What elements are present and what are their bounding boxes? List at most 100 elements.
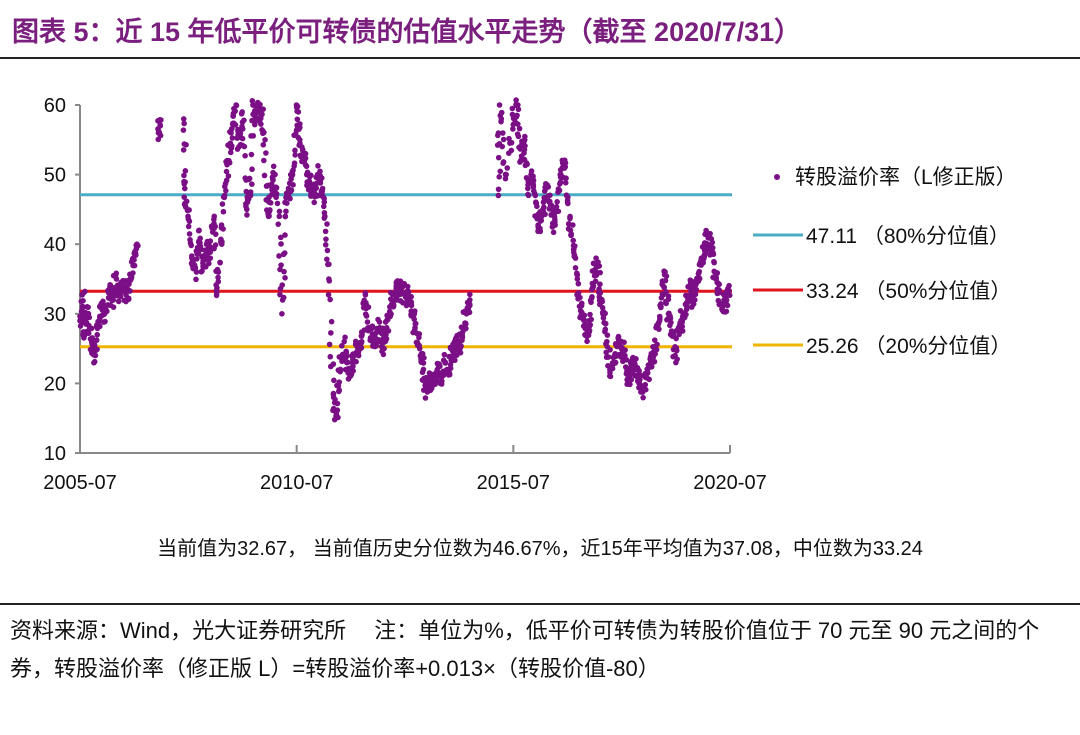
data-point — [500, 159, 507, 165]
data-point — [375, 337, 382, 343]
data-point — [272, 184, 279, 191]
data-point — [515, 102, 521, 108]
data-point — [404, 283, 411, 290]
data-point — [439, 378, 445, 384]
data-point — [421, 355, 427, 361]
data-point — [547, 198, 553, 205]
data-point — [292, 152, 298, 158]
data-point — [306, 178, 313, 185]
data-point — [180, 127, 187, 133]
data-point — [293, 104, 300, 111]
data-point — [375, 316, 381, 323]
data-point — [640, 394, 646, 401]
data-point — [358, 338, 365, 345]
data-point — [644, 370, 651, 376]
data-point — [381, 345, 387, 352]
data-point — [180, 116, 187, 122]
data-point — [408, 302, 415, 309]
data-point — [215, 274, 221, 281]
data-point — [692, 291, 699, 298]
data-point — [622, 352, 628, 359]
data-point — [182, 179, 188, 185]
data-point — [575, 280, 582, 287]
data-point — [662, 277, 669, 284]
data-point — [651, 358, 658, 365]
data-point — [555, 208, 562, 215]
data-point — [452, 357, 458, 364]
data-point — [125, 296, 132, 303]
data-point — [78, 298, 85, 305]
data-point — [592, 278, 599, 285]
data-point — [537, 228, 544, 235]
data-point — [211, 213, 218, 220]
data-point — [457, 349, 464, 356]
data-point — [278, 241, 284, 247]
data-point — [605, 354, 612, 360]
data-point — [244, 212, 250, 218]
data-point — [447, 361, 454, 368]
data-point — [215, 269, 222, 275]
data-point — [657, 316, 663, 322]
data-point — [260, 130, 266, 137]
data-point — [271, 171, 278, 178]
data-point — [411, 316, 417, 323]
data-point — [524, 161, 530, 168]
data-point — [239, 126, 246, 132]
data-point — [532, 192, 539, 199]
data-point — [256, 102, 263, 108]
data-point — [679, 328, 686, 334]
data-point — [713, 274, 719, 281]
data-point — [627, 381, 633, 388]
data-point — [77, 323, 84, 329]
data-point — [280, 251, 287, 258]
data-point — [542, 211, 548, 218]
data-point — [582, 325, 589, 332]
data-point — [648, 363, 655, 370]
data-point — [597, 269, 603, 276]
data-point — [247, 192, 254, 199]
data-point — [499, 143, 506, 150]
data-point — [223, 177, 230, 184]
data-point — [711, 258, 717, 265]
data-point — [295, 109, 302, 115]
data-point — [673, 347, 680, 354]
data-point — [562, 179, 569, 186]
data-point — [695, 270, 702, 276]
data-point — [436, 363, 443, 370]
data-point — [199, 268, 205, 274]
data-point — [213, 292, 220, 299]
data-point — [239, 135, 246, 142]
data-point — [561, 165, 568, 171]
data-point — [422, 395, 429, 401]
data-point — [516, 125, 523, 132]
data-point — [85, 304, 91, 311]
title-divider — [0, 57, 1080, 59]
data-point — [555, 186, 562, 192]
data-point — [674, 356, 680, 362]
legend-label: 33.24 （50%分位值） — [806, 280, 1011, 303]
data-point — [508, 147, 515, 154]
data-point — [584, 338, 590, 345]
data-point — [294, 116, 301, 123]
data-point — [279, 282, 286, 288]
data-point — [330, 391, 337, 398]
data-point — [212, 231, 219, 237]
data-point — [631, 361, 638, 367]
data-point — [602, 310, 608, 317]
data-point — [115, 298, 122, 305]
data-point — [567, 213, 573, 220]
data-point — [530, 174, 536, 181]
data-point — [322, 213, 328, 220]
data-point — [533, 200, 540, 207]
data-point — [590, 284, 596, 291]
data-point — [261, 172, 268, 179]
data-point — [223, 168, 230, 175]
data-point — [220, 208, 227, 215]
data-point — [515, 106, 522, 113]
data-point — [557, 179, 564, 186]
data-point — [587, 311, 593, 318]
data-point — [327, 296, 333, 303]
data-point — [193, 276, 199, 283]
data-point — [317, 168, 323, 175]
data-point — [311, 199, 318, 206]
